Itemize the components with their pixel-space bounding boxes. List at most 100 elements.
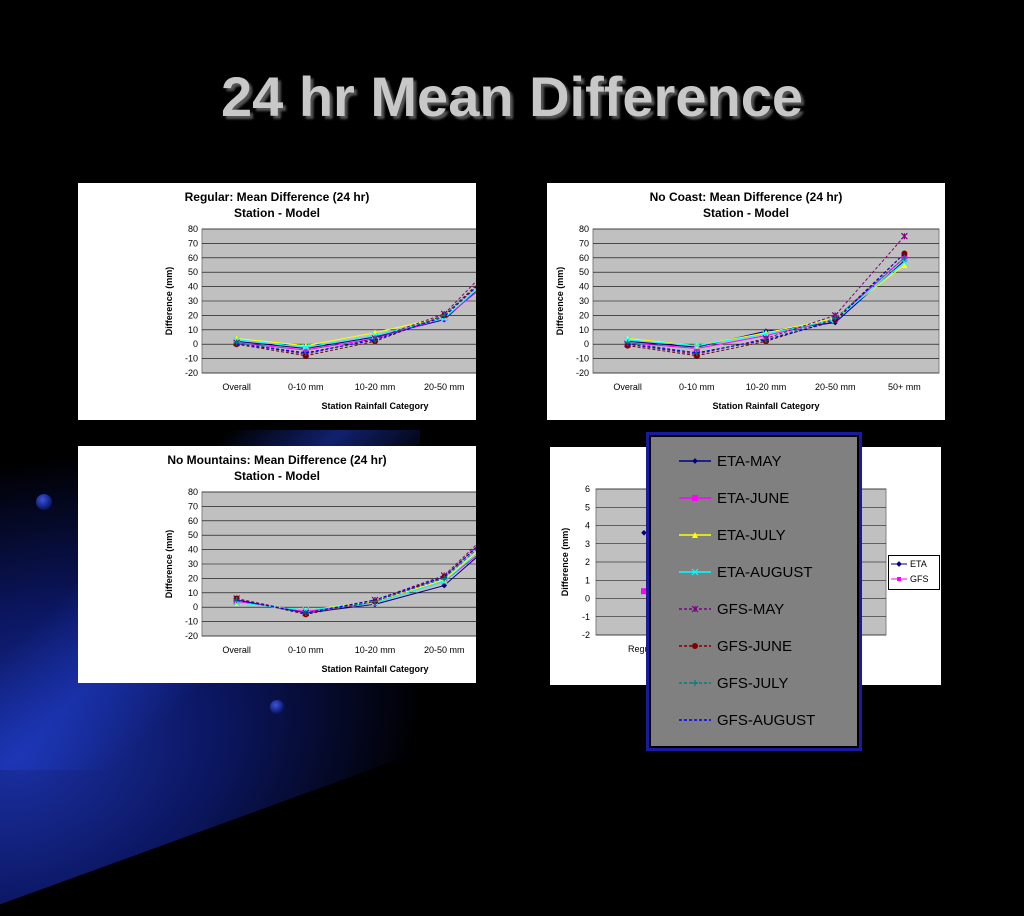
summary-legend-label: GFS xyxy=(910,573,929,584)
y-tick-label: -10 xyxy=(185,354,198,364)
y-tick-label: 50 xyxy=(188,530,198,540)
legend-label: ETA-AUGUST xyxy=(717,563,813,581)
x-tick-label: Regu xyxy=(628,644,650,654)
series-line xyxy=(627,253,905,354)
y-tick-label: 10 xyxy=(579,325,589,335)
y-tick-label: 0 xyxy=(585,594,590,604)
legend-popup: ETA-MAY ETA-JUNE ETA-JULY ETA-AUGUST GFS… xyxy=(646,432,862,751)
legend-label: ETA-MAY xyxy=(717,452,782,470)
y-tick-label: 70 xyxy=(188,238,198,248)
legend-swatch xyxy=(679,643,711,649)
y-tick-label: 50 xyxy=(579,267,589,277)
legend-swatch-marker xyxy=(692,532,698,538)
y-tick-label: 2 xyxy=(585,557,590,567)
y-tick-label: -20 xyxy=(185,368,198,378)
x-tick-label: 10-20 mm xyxy=(746,382,787,392)
chart-no-mountains: No Mountains: Mean Difference (24 hr) Sta… xyxy=(164,453,549,674)
legend-swatch xyxy=(679,458,711,464)
chart-subtitle: Station - Model xyxy=(234,206,320,220)
x-tick-label: Overall xyxy=(222,382,251,392)
y-tick-label: 30 xyxy=(579,296,589,306)
y-tick-label: 20 xyxy=(188,310,198,320)
legend-swatch xyxy=(679,680,711,686)
y-tick-label: 40 xyxy=(188,545,198,555)
y-tick-label: 3 xyxy=(585,539,590,549)
legend-swatch xyxy=(679,532,711,538)
y-tick-label: 10 xyxy=(188,325,198,335)
x-tick-label: 20-50 mm xyxy=(424,645,465,655)
y-axis-label: Difference (mm) xyxy=(164,267,174,336)
x-tick-label: 0-10 mm xyxy=(288,382,324,392)
chart-title: No Coast: Mean Difference (24 hr) xyxy=(650,190,843,204)
x-tick-label: Overall xyxy=(613,382,642,392)
legend-item-gfs-july: GFS-JULY xyxy=(679,671,788,695)
legend-swatch xyxy=(679,719,711,721)
legend-item-eta-june: ETA-JUNE xyxy=(679,486,789,510)
data-point xyxy=(372,598,378,605)
y-tick-label: 0 xyxy=(193,602,198,612)
y-tick-label: 80 xyxy=(188,487,198,497)
legend-swatch-marker xyxy=(692,458,698,464)
chart-panel-no-mountains: No Mountains: Mean Difference (24 hr) Sta… xyxy=(78,446,549,683)
x-tick-label: 0-10 mm xyxy=(288,645,324,655)
legend-item-gfs-august: GFS-AUGUST xyxy=(679,708,815,732)
legend-swatch xyxy=(679,605,711,613)
x-axis-label: Station Rainfall Category xyxy=(321,401,428,411)
chart-panel-regular: Regular: Mean Difference (24 hr) Station … xyxy=(78,183,549,420)
y-tick-label: 5 xyxy=(585,502,590,512)
x-tick-label: 0-10 mm xyxy=(679,382,715,392)
y-tick-label: 60 xyxy=(579,253,589,263)
chart-no-coast: No Coast: Mean Difference (24 hr) Station… xyxy=(555,190,940,411)
legend-label: GFS-JUNE xyxy=(717,637,792,655)
series-line xyxy=(236,513,514,614)
legend-label: ETA-JULY xyxy=(717,526,786,544)
data-point xyxy=(832,315,839,322)
slide-title: 24 hr Mean Difference xyxy=(221,65,803,128)
x-axis-label: Station Rainfall Category xyxy=(321,664,428,674)
summary-legend-item-gfs: GFS xyxy=(889,571,939,586)
y-tick-label: -2 xyxy=(582,630,590,640)
data-point xyxy=(233,339,240,346)
legend-swatch xyxy=(679,568,711,576)
x-tick-label: 10-20 mm xyxy=(355,382,396,392)
x-tick-label: 50+ mm xyxy=(888,382,921,392)
series-line xyxy=(236,251,514,354)
legend-swatch-marker xyxy=(692,495,698,501)
data-point xyxy=(900,232,908,240)
legend-label: GFS-MAY xyxy=(717,600,785,618)
y-tick-label: 20 xyxy=(188,573,198,583)
y-tick-label: 30 xyxy=(188,296,198,306)
y-tick-label: 70 xyxy=(188,501,198,511)
y-tick-label: 6 xyxy=(585,484,590,494)
y-tick-label: 20 xyxy=(579,310,589,320)
y-tick-label: -10 xyxy=(576,354,589,364)
x-axis-label: Station Rainfall Category xyxy=(712,401,819,411)
summary-legend: ETA GFS xyxy=(888,555,940,590)
y-tick-label: 0 xyxy=(193,339,198,349)
data-point xyxy=(693,342,701,350)
chart-title: No Mountains: Mean Difference (24 hr) xyxy=(167,453,386,467)
chart-title: Regular: Mean Difference (24 hr) xyxy=(185,190,370,204)
y-tick-label: 4 xyxy=(585,521,590,531)
y-axis-label: Difference (mm) xyxy=(555,267,565,336)
y-axis-label: Difference (mm) xyxy=(560,528,570,597)
eta-legend-swatch xyxy=(891,560,907,567)
legend-label: GFS-AUGUST xyxy=(717,711,816,729)
legend-swatch-marker xyxy=(691,605,699,613)
y-tick-label: 40 xyxy=(579,282,589,292)
y-tick-label: 30 xyxy=(188,559,198,569)
y-tick-label: -1 xyxy=(582,612,590,622)
x-tick-label: 20-50 mm xyxy=(424,382,465,392)
legend-swatch-marker xyxy=(691,568,699,576)
y-tick-label: 50 xyxy=(188,267,198,277)
legend-item-gfs-june: GFS-JUNE xyxy=(679,634,792,658)
legend-swatch xyxy=(679,495,711,501)
y-tick-label: 10 xyxy=(188,588,198,598)
legend-swatch-marker xyxy=(692,680,698,686)
y-tick-label: 80 xyxy=(188,224,198,234)
legend-swatch-marker xyxy=(692,643,698,649)
chart-subtitle: Station - Model xyxy=(703,206,789,220)
data-point xyxy=(624,339,631,346)
data-point xyxy=(441,575,448,582)
legend-item-gfs-may: GFS-MAY xyxy=(679,597,784,621)
